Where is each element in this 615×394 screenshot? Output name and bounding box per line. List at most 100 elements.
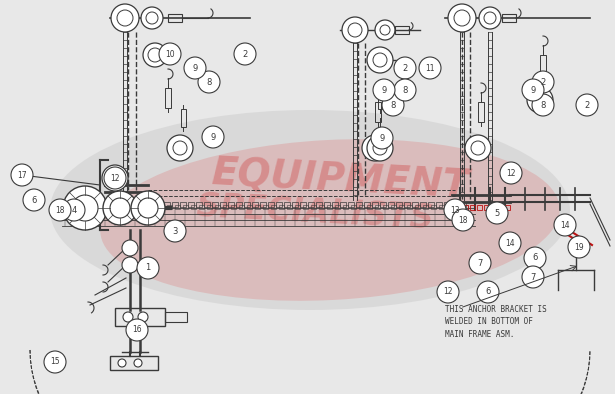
Bar	[115, 308, 165, 326]
Bar	[284, 202, 290, 207]
Bar	[287, 205, 292, 209]
Circle shape	[202, 126, 224, 148]
Bar	[463, 205, 468, 210]
Text: 7: 7	[530, 273, 536, 281]
Text: 19: 19	[574, 242, 584, 251]
Bar	[295, 205, 300, 209]
Circle shape	[118, 359, 126, 367]
Text: 18: 18	[458, 216, 468, 225]
Bar	[255, 205, 260, 209]
Text: 9: 9	[379, 134, 384, 143]
Bar	[540, 55, 546, 75]
Text: 9: 9	[381, 85, 387, 95]
Bar	[407, 205, 412, 209]
Circle shape	[568, 236, 590, 258]
Bar	[207, 205, 212, 209]
Bar	[396, 202, 402, 207]
Bar	[247, 205, 252, 209]
Bar	[172, 202, 178, 207]
Bar	[460, 202, 466, 207]
Bar	[260, 202, 266, 207]
Bar	[447, 205, 452, 209]
Circle shape	[137, 257, 159, 279]
Bar	[231, 205, 236, 209]
Bar	[324, 202, 330, 207]
Bar	[428, 202, 434, 207]
Bar	[391, 205, 396, 209]
Text: 12: 12	[110, 173, 120, 182]
Bar	[165, 312, 187, 322]
Text: SPECIALISTS: SPECIALISTS	[195, 190, 435, 235]
Bar	[332, 202, 338, 207]
Text: 9: 9	[530, 85, 536, 95]
Text: 5: 5	[494, 208, 499, 217]
Circle shape	[103, 191, 137, 225]
Circle shape	[394, 57, 416, 79]
Circle shape	[198, 71, 220, 93]
Bar	[502, 14, 516, 22]
Bar	[204, 202, 210, 207]
Text: 2: 2	[242, 50, 248, 58]
Bar	[505, 205, 510, 210]
Bar	[159, 205, 164, 209]
Text: 9: 9	[210, 132, 216, 141]
Text: 2: 2	[402, 63, 408, 72]
Bar	[165, 88, 171, 108]
Text: 18: 18	[55, 206, 65, 214]
Bar	[455, 205, 460, 209]
Circle shape	[102, 165, 128, 191]
Bar	[367, 205, 372, 209]
Bar	[380, 202, 386, 207]
Bar	[167, 205, 172, 209]
Bar	[444, 202, 450, 207]
Bar	[348, 202, 354, 207]
Circle shape	[164, 220, 186, 242]
Bar	[300, 202, 306, 207]
Circle shape	[448, 4, 476, 32]
Text: 6: 6	[31, 195, 37, 204]
Text: 12: 12	[443, 288, 453, 297]
Bar	[212, 202, 218, 207]
Bar	[372, 202, 378, 207]
Bar	[175, 205, 180, 209]
Circle shape	[131, 191, 165, 225]
Bar	[395, 26, 409, 34]
Bar	[378, 91, 383, 109]
Bar	[356, 202, 362, 207]
Circle shape	[362, 135, 388, 161]
Circle shape	[465, 135, 491, 161]
Circle shape	[138, 312, 148, 322]
Bar	[292, 202, 298, 207]
Text: 6: 6	[533, 253, 538, 262]
Bar	[180, 202, 186, 207]
Circle shape	[532, 94, 554, 116]
Circle shape	[524, 247, 546, 269]
Circle shape	[143, 43, 167, 67]
Circle shape	[367, 135, 393, 161]
Bar	[263, 205, 268, 209]
Bar	[215, 205, 220, 209]
Text: 14: 14	[560, 221, 570, 229]
Bar	[110, 356, 158, 370]
Bar	[236, 202, 242, 207]
Bar	[359, 205, 364, 209]
Bar	[478, 102, 484, 122]
Circle shape	[469, 252, 491, 274]
Bar	[351, 205, 356, 209]
Text: 1: 1	[145, 264, 151, 273]
Bar	[156, 202, 162, 207]
Text: THIS ANCHOR BRACKET IS
WELDED IN BOTTOM OF
MAIN FRAME ASM.: THIS ANCHOR BRACKET IS WELDED IN BOTTOM …	[445, 305, 547, 339]
Bar	[375, 205, 380, 209]
Circle shape	[576, 94, 598, 116]
Bar	[375, 102, 381, 122]
Circle shape	[437, 281, 459, 303]
Bar	[399, 205, 404, 209]
Bar	[316, 202, 322, 207]
Bar	[364, 202, 370, 207]
Bar	[188, 202, 194, 207]
Bar	[191, 205, 196, 209]
Bar	[388, 202, 394, 207]
Circle shape	[477, 281, 499, 303]
Circle shape	[500, 162, 522, 184]
Circle shape	[394, 79, 416, 101]
